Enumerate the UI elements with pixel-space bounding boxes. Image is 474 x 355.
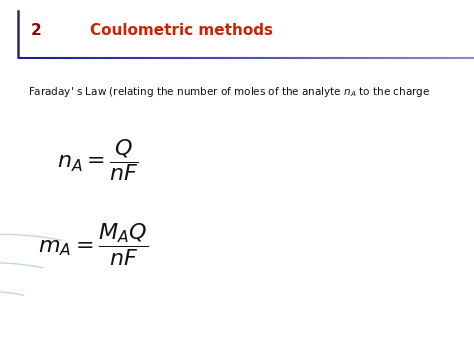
Text: 2: 2: [31, 23, 42, 38]
Text: Coulometric methods: Coulometric methods: [90, 23, 273, 38]
Text: Faraday' s Law (relating the number of moles of the analyte $n_A$ to the charge: Faraday' s Law (relating the number of m…: [28, 85, 431, 99]
Text: $n_A = \dfrac{Q}{nF}$: $n_A = \dfrac{Q}{nF}$: [57, 137, 139, 183]
Text: $m_A = \dfrac{M_A Q}{nF}$: $m_A = \dfrac{M_A Q}{nF}$: [38, 222, 148, 268]
